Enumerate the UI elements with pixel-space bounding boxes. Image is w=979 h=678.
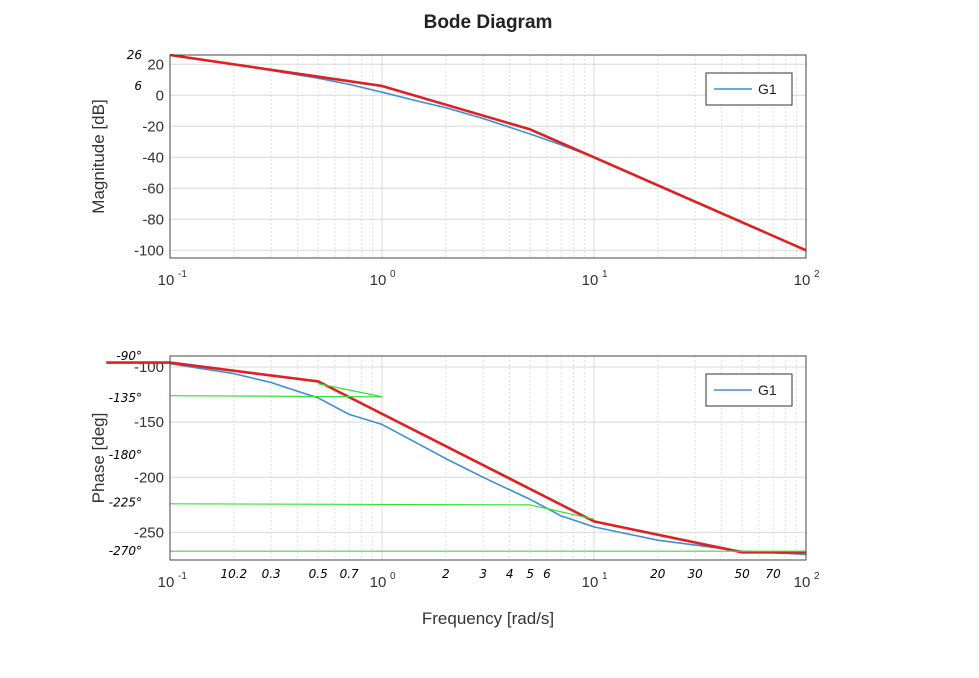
y-tick-label: -20: [142, 118, 164, 135]
x-tick-label: 10: [158, 574, 175, 591]
g1-series-line: [169, 362, 807, 556]
handwritten-x-annotation: 4: [506, 567, 514, 581]
legend-label: G1: [758, 382, 777, 398]
y-tick-label: -200: [134, 469, 164, 486]
y-tick-label: -80: [142, 211, 164, 228]
x-tick-exponent: 2: [814, 269, 820, 280]
handwritten-x-annotation: 20: [650, 567, 666, 581]
handwritten-x-annotation: 0.5: [309, 567, 328, 581]
x-tick-label: 10: [370, 272, 387, 289]
y-tick-label: -100: [134, 242, 164, 259]
x-tick-exponent: -1: [178, 571, 187, 582]
y-tick-label: 0: [156, 87, 164, 104]
axes-frame: [169, 54, 807, 259]
plot-area: [170, 356, 806, 560]
handwritten-y-annotation: 6: [134, 79, 142, 93]
chart-title: Bode Diagram: [424, 12, 553, 33]
x-tick-exponent: -1: [178, 269, 187, 280]
handwritten-y-annotation: -180°: [109, 448, 142, 462]
x-tick-label: 10: [582, 574, 599, 591]
x-tick-label: 10: [370, 574, 387, 591]
plot-area: [170, 55, 806, 258]
x-tick-exponent: 0: [390, 571, 396, 582]
handwritten-x-annotation: 0.7: [340, 567, 359, 581]
x-tick-exponent: 1: [602, 269, 608, 280]
red-asymptote-line: [169, 53, 807, 252]
axes-frame: [169, 355, 807, 561]
handwritten-x-annotation: 50: [735, 567, 751, 581]
handwritten-y-annotation: -225°: [109, 496, 142, 510]
handwritten-x-annotation: 70: [766, 567, 782, 581]
handwritten-y-annotation: 26: [127, 48, 143, 62]
green-guide-line: [169, 503, 595, 520]
x-tick-exponent: 0: [390, 269, 396, 280]
y-tick-label: 20: [147, 56, 164, 73]
y-tick-label: -60: [142, 180, 164, 197]
handwritten-x-annotation: 5: [526, 567, 534, 581]
y-tick-label: -150: [134, 414, 164, 431]
handwritten-x-annotation: 3: [479, 567, 487, 581]
handwritten-x-annotation: 6: [543, 567, 551, 581]
x-tick-label: 10: [794, 272, 811, 289]
y-tick-label: -250: [134, 524, 164, 541]
x-axis-label: Frequency [rad/s]: [422, 609, 554, 628]
x-tick-exponent: 1: [602, 571, 608, 582]
y-axis-label: Phase [deg]: [89, 413, 108, 504]
handwritten-x-annotation: 10.2: [220, 567, 247, 581]
handwritten-x-annotation: 0.3: [262, 567, 281, 581]
handwritten-y-annotation: -270°: [109, 544, 142, 558]
green-guide-line: [169, 383, 383, 398]
handwritten-x-annotation: 30: [688, 567, 704, 581]
x-tick-label: 10: [158, 272, 175, 289]
handwritten-x-annotation: 2: [442, 567, 450, 581]
red-asymptote-line: [106, 361, 806, 554]
handwritten-y-annotation: -90°: [116, 349, 142, 363]
x-tick-label: 10: [582, 272, 599, 289]
legend-label: G1: [758, 81, 777, 97]
x-tick-label: 10: [794, 574, 811, 591]
handwritten-y-annotation: -135°: [109, 391, 142, 405]
y-tick-label: -40: [142, 149, 164, 166]
x-tick-exponent: 2: [814, 571, 820, 582]
y-axis-label: Magnitude [dB]: [89, 99, 108, 213]
